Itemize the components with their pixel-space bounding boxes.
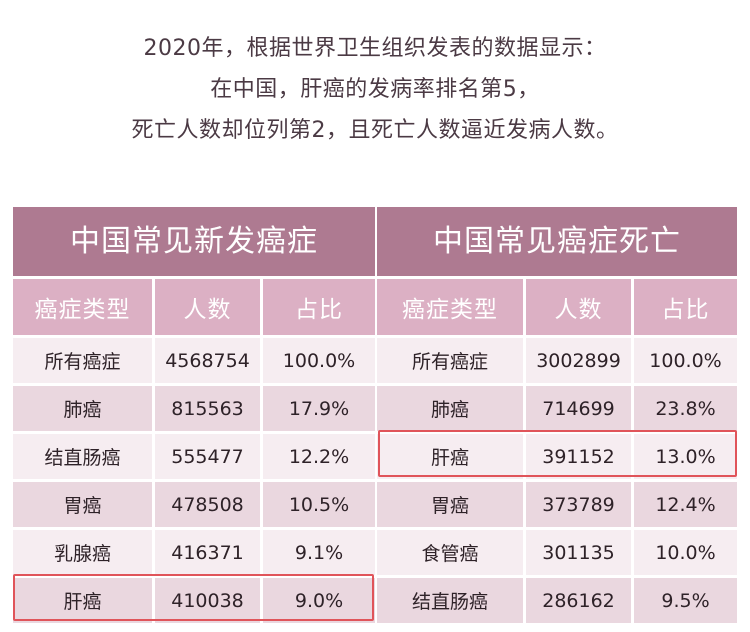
col-header-type: 癌症类型 <box>377 279 523 335</box>
count-cell: 4568754 <box>155 338 260 383</box>
count-cell: 815563 <box>155 386 260 431</box>
intro-line-2: 在中国，肝癌的发病率排名第5， <box>210 77 540 102</box>
share-cell: 13.0% <box>634 434 737 479</box>
table-row: 结直肠癌 555477 12.2% <box>13 434 375 479</box>
count-cell: 391152 <box>526 434 631 479</box>
table-row: 食管癌 301135 10.0% <box>377 530 737 575</box>
cancer-type-cell: 所有癌症 <box>377 338 523 383</box>
table-row: 胃癌 478508 10.5% <box>13 482 375 527</box>
mortality-table: 中国常见癌症死亡 癌症类型 人数 占比 所有癌症 3002899 100.0% … <box>377 207 737 623</box>
incidence-table: 中国常见新发癌症 癌症类型 人数 占比 所有癌症 4568754 100.0% … <box>13 207 375 623</box>
share-cell: 9.5% <box>634 578 737 623</box>
cancer-type-cell: 肝癌 <box>377 434 523 479</box>
table-row: 肝癌 410038 9.0% <box>13 578 375 623</box>
count-cell: 714699 <box>526 386 631 431</box>
incidence-header-row: 癌症类型 人数 占比 <box>13 279 375 335</box>
share-cell: 17.9% <box>263 386 375 431</box>
share-cell: 12.2% <box>263 434 375 479</box>
table-row: 乳腺癌 416371 9.1% <box>13 530 375 575</box>
table-row: 结直肠癌 286162 9.5% <box>377 578 737 623</box>
cancer-type-cell: 结直肠癌 <box>377 578 523 623</box>
count-cell: 416371 <box>155 530 260 575</box>
cancer-type-cell: 胃癌 <box>13 482 152 527</box>
count-cell: 3002899 <box>526 338 631 383</box>
intro-text: 2020年，根据世界卫生组织发表的数据显示： 在中国，肝癌的发病率排名第5， 死… <box>0 28 750 151</box>
col-header-count: 人数 <box>526 279 631 335</box>
intro-line-3: 死亡人数却位列第2，且死亡人数逼近发病人数。 <box>131 118 619 143</box>
col-header-share: 占比 <box>263 279 375 335</box>
table-row: 胃癌 373789 12.4% <box>377 482 737 527</box>
count-cell: 410038 <box>155 578 260 623</box>
share-cell: 10.0% <box>634 530 737 575</box>
share-cell: 9.1% <box>263 530 375 575</box>
table-row: 所有癌症 4568754 100.0% <box>13 338 375 383</box>
table-row: 所有癌症 3002899 100.0% <box>377 338 737 383</box>
cancer-type-cell: 所有癌症 <box>13 338 152 383</box>
col-header-share: 占比 <box>634 279 737 335</box>
mortality-table-title: 中国常见癌症死亡 <box>377 207 737 276</box>
count-cell: 373789 <box>526 482 631 527</box>
share-cell: 100.0% <box>634 338 737 383</box>
share-cell: 23.8% <box>634 386 737 431</box>
table-row: 肺癌 815563 17.9% <box>13 386 375 431</box>
share-cell: 9.0% <box>263 578 375 623</box>
count-cell: 286162 <box>526 578 631 623</box>
count-cell: 301135 <box>526 530 631 575</box>
cancer-type-cell: 胃癌 <box>377 482 523 527</box>
share-cell: 100.0% <box>263 338 375 383</box>
col-header-type: 癌症类型 <box>13 279 152 335</box>
col-header-count: 人数 <box>155 279 260 335</box>
cancer-type-cell: 结直肠癌 <box>13 434 152 479</box>
share-cell: 12.4% <box>634 482 737 527</box>
cancer-type-cell: 肺癌 <box>13 386 152 431</box>
mortality-header-row: 癌症类型 人数 占比 <box>377 279 737 335</box>
cancer-type-cell: 肝癌 <box>13 578 152 623</box>
count-cell: 555477 <box>155 434 260 479</box>
intro-line-1: 2020年，根据世界卫生组织发表的数据显示： <box>143 36 607 61</box>
count-cell: 478508 <box>155 482 260 527</box>
cancer-type-cell: 肺癌 <box>377 386 523 431</box>
cancer-type-cell: 食管癌 <box>377 530 523 575</box>
table-row: 肝癌 391152 13.0% <box>377 434 737 479</box>
table-row: 肺癌 714699 23.8% <box>377 386 737 431</box>
share-cell: 10.5% <box>263 482 375 527</box>
incidence-table-title: 中国常见新发癌症 <box>13 207 375 276</box>
cancer-type-cell: 乳腺癌 <box>13 530 152 575</box>
